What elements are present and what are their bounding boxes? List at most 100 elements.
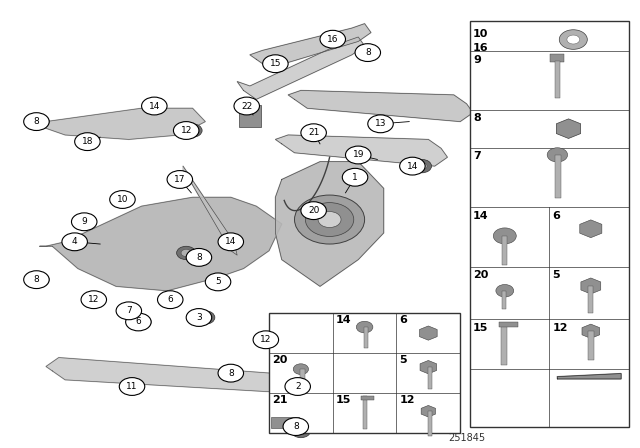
Text: 1: 1: [352, 173, 358, 182]
Text: 5: 5: [399, 355, 407, 365]
Text: 22: 22: [241, 102, 252, 111]
Circle shape: [62, 233, 88, 251]
Text: 14: 14: [225, 237, 236, 246]
FancyBboxPatch shape: [269, 313, 460, 433]
Polygon shape: [46, 358, 307, 393]
Text: 4: 4: [72, 237, 77, 246]
Polygon shape: [40, 197, 282, 291]
Circle shape: [356, 321, 373, 333]
Text: 10: 10: [116, 195, 128, 204]
Text: 8: 8: [228, 369, 234, 378]
Circle shape: [177, 246, 196, 260]
Text: 14: 14: [336, 315, 351, 325]
Circle shape: [559, 30, 588, 49]
Polygon shape: [40, 108, 205, 139]
FancyBboxPatch shape: [271, 417, 299, 428]
Circle shape: [200, 314, 211, 321]
Circle shape: [296, 427, 306, 435]
Text: 6: 6: [399, 315, 408, 325]
Circle shape: [323, 33, 342, 46]
Circle shape: [547, 148, 568, 162]
Circle shape: [368, 115, 394, 133]
FancyBboxPatch shape: [470, 22, 629, 426]
Polygon shape: [183, 166, 237, 255]
Circle shape: [188, 127, 198, 134]
Polygon shape: [250, 24, 371, 68]
Circle shape: [72, 213, 97, 231]
Text: 20: 20: [272, 355, 287, 365]
FancyBboxPatch shape: [363, 396, 367, 429]
Text: 15: 15: [269, 59, 281, 68]
Text: 5: 5: [215, 277, 221, 286]
Polygon shape: [237, 37, 365, 99]
Circle shape: [35, 118, 45, 125]
Circle shape: [109, 190, 135, 208]
FancyBboxPatch shape: [239, 105, 260, 127]
Text: 8: 8: [196, 253, 202, 262]
Text: 6: 6: [136, 318, 141, 327]
Circle shape: [496, 284, 514, 297]
Text: 12: 12: [88, 295, 99, 304]
Text: 7: 7: [126, 306, 132, 315]
Text: 18: 18: [82, 137, 93, 146]
Circle shape: [342, 168, 368, 186]
Circle shape: [173, 121, 199, 139]
Circle shape: [196, 311, 215, 324]
FancyBboxPatch shape: [300, 369, 305, 385]
Circle shape: [81, 291, 106, 309]
FancyBboxPatch shape: [550, 54, 564, 61]
Text: 21: 21: [272, 396, 288, 405]
Text: 15: 15: [473, 323, 488, 333]
Text: 8: 8: [33, 117, 39, 126]
FancyBboxPatch shape: [499, 322, 518, 327]
Text: 6: 6: [168, 295, 173, 304]
Text: 13: 13: [375, 119, 387, 128]
FancyBboxPatch shape: [428, 411, 432, 436]
Text: 17: 17: [174, 175, 186, 184]
Text: 20: 20: [473, 270, 488, 280]
Circle shape: [157, 291, 183, 309]
FancyBboxPatch shape: [361, 396, 374, 401]
Text: 8: 8: [293, 422, 299, 431]
Text: 20: 20: [308, 206, 319, 215]
FancyBboxPatch shape: [502, 236, 507, 265]
Circle shape: [262, 55, 288, 73]
Circle shape: [35, 276, 45, 283]
Text: 14: 14: [406, 162, 418, 171]
Circle shape: [399, 157, 425, 175]
Text: 7: 7: [473, 151, 481, 161]
Text: 14: 14: [148, 102, 160, 111]
FancyBboxPatch shape: [4, 8, 463, 440]
FancyBboxPatch shape: [555, 155, 561, 198]
Circle shape: [24, 113, 49, 130]
Circle shape: [183, 124, 202, 137]
Circle shape: [301, 202, 326, 220]
Circle shape: [125, 313, 151, 331]
Polygon shape: [288, 90, 473, 121]
Text: 11: 11: [126, 382, 138, 391]
Circle shape: [294, 195, 365, 244]
Circle shape: [283, 418, 308, 435]
Circle shape: [186, 309, 212, 327]
Text: 12: 12: [552, 323, 568, 333]
Circle shape: [567, 35, 580, 44]
Polygon shape: [275, 135, 447, 166]
Circle shape: [270, 336, 280, 343]
Circle shape: [493, 228, 516, 244]
Circle shape: [285, 378, 310, 396]
Text: 3: 3: [196, 313, 202, 322]
Circle shape: [132, 315, 151, 329]
Circle shape: [412, 159, 431, 173]
Circle shape: [218, 364, 244, 382]
Circle shape: [186, 249, 212, 266]
Text: 9: 9: [81, 217, 87, 226]
Text: 21: 21: [308, 128, 319, 137]
Circle shape: [136, 319, 147, 326]
Circle shape: [116, 302, 141, 320]
Text: 8: 8: [473, 113, 481, 123]
Polygon shape: [275, 162, 384, 286]
FancyBboxPatch shape: [588, 331, 594, 360]
Circle shape: [181, 250, 191, 257]
Circle shape: [253, 331, 278, 349]
Text: 16: 16: [473, 43, 488, 53]
